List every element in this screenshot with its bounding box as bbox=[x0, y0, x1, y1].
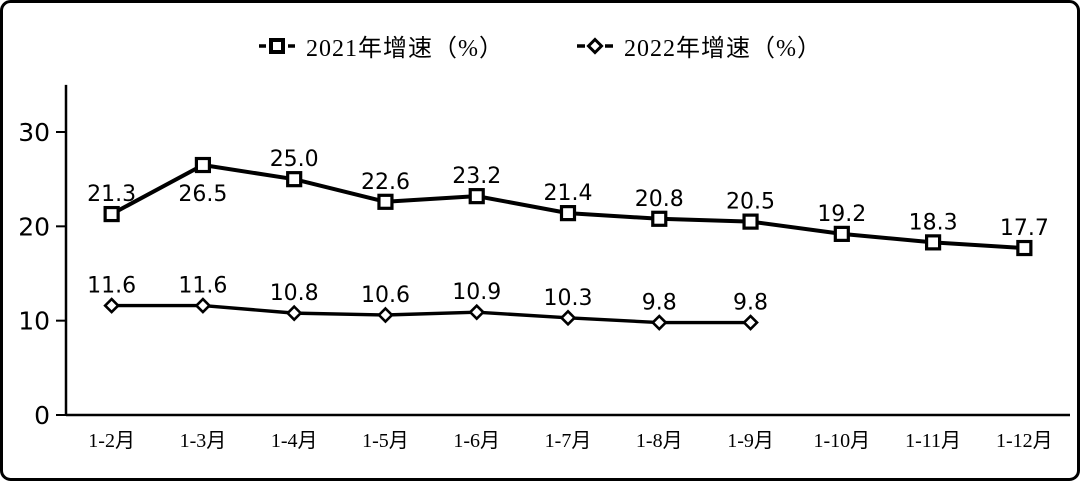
y-tick-label: 10 bbox=[18, 307, 50, 336]
series-0-marker bbox=[194, 156, 212, 174]
x-axis-label: 1-7月 bbox=[545, 430, 592, 452]
series-0-marker bbox=[468, 188, 485, 205]
series-1-marker bbox=[742, 314, 759, 331]
series-0-marker bbox=[559, 205, 577, 222]
x-axis-label: 1-12月 bbox=[996, 430, 1053, 452]
series-0-marker bbox=[924, 234, 942, 251]
series-0-point-label: 17.7 bbox=[1000, 216, 1049, 241]
series-0-marker bbox=[742, 213, 759, 230]
series-1-marker bbox=[377, 306, 394, 324]
y-tick-label: 30 bbox=[18, 118, 50, 147]
x-axis-label: 1-9月 bbox=[727, 430, 774, 452]
series-1-point-label: 11.6 bbox=[178, 274, 227, 299]
series-1-marker bbox=[194, 297, 212, 314]
series-1-marker bbox=[103, 297, 120, 314]
series-0-point-label: 25.0 bbox=[270, 147, 319, 172]
series-0-point-label: 26.5 bbox=[178, 182, 227, 207]
y-tick-label: 0 bbox=[34, 401, 50, 430]
series-0-point-label: 23.2 bbox=[452, 164, 501, 189]
series-1-point-label: 9.8 bbox=[642, 291, 677, 316]
series-1-point-label: 11.6 bbox=[87, 274, 136, 299]
series-1-marker bbox=[468, 303, 486, 321]
series-1-point-label: 10.3 bbox=[544, 286, 593, 311]
x-axis-label: 1-3月 bbox=[180, 430, 227, 452]
x-axis-label: 1-4月 bbox=[271, 430, 318, 452]
series-0-marker bbox=[1016, 239, 1033, 257]
y-tick-label: 20 bbox=[18, 212, 50, 241]
x-axis-label: 1-10月 bbox=[813, 430, 870, 452]
series-0-point-label: 22.6 bbox=[361, 170, 410, 195]
series-0-point-label: 20.5 bbox=[726, 190, 775, 215]
series-1-marker bbox=[650, 314, 668, 331]
series-1-point-label: 9.8 bbox=[733, 291, 768, 316]
series-0-point-label: 18.3 bbox=[909, 210, 958, 235]
series-1-marker bbox=[285, 304, 303, 322]
x-axis-label: 1-8月 bbox=[636, 430, 683, 452]
series-1-line bbox=[111, 303, 751, 325]
series-0-point-label: 21.4 bbox=[544, 181, 593, 206]
series-0-marker bbox=[833, 225, 850, 242]
series-0-point-label: 20.8 bbox=[635, 187, 684, 212]
series-0-point-label: 21.3 bbox=[87, 182, 136, 207]
x-axis-label: 1-11月 bbox=[905, 430, 961, 452]
x-axis-label: 1-6月 bbox=[453, 430, 500, 452]
x-axis-label: 1-5月 bbox=[362, 430, 409, 452]
series-0-marker bbox=[286, 171, 303, 188]
series-1-marker bbox=[559, 309, 577, 327]
series-1-point-label: 10.8 bbox=[270, 281, 319, 306]
series-0-marker bbox=[103, 205, 120, 223]
series-1-point-label: 10.9 bbox=[452, 280, 501, 305]
series-0-marker bbox=[377, 193, 394, 210]
series-1-point-label: 10.6 bbox=[361, 283, 410, 308]
series-0-point-label: 19.2 bbox=[817, 202, 866, 227]
x-axis-label: 1-2月 bbox=[88, 430, 135, 452]
series-0-marker bbox=[651, 210, 668, 227]
